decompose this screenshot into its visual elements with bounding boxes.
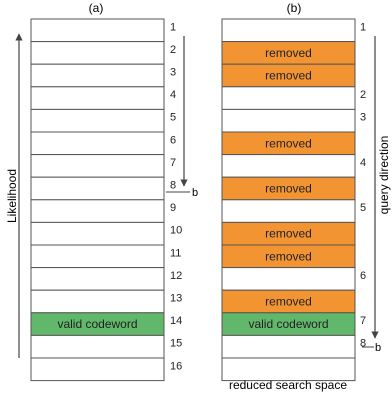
panel-b-row-number-5: 3	[360, 112, 366, 124]
panel-a-row-number-11: 11	[170, 247, 181, 259]
panel-b-row-text-11: removed	[265, 249, 312, 263]
panel-a-b-marker: b	[192, 187, 198, 199]
panel-a-row-8	[30, 176, 165, 201]
panel-a-row-number-4: 4	[170, 89, 176, 101]
panel-b-row-5	[221, 108, 356, 133]
panel-a-row-7	[30, 154, 165, 178]
panel-b-row-number-15: 8	[360, 338, 366, 350]
panel-a-row-11	[30, 244, 165, 269]
panel-a-row-4	[30, 86, 165, 110]
panel-a-row-number-5: 5	[170, 112, 176, 124]
panel-b-row-number-14: 7	[360, 315, 366, 327]
panel-b-row-text-10: removed	[265, 227, 312, 241]
panel-a-row-number-13: 13	[170, 293, 182, 305]
panel-b-row-15	[221, 334, 356, 359]
panel-a-row-3	[30, 63, 165, 88]
panel-b-b-marker: b	[375, 342, 381, 354]
panel-b-row-4	[221, 86, 356, 110]
panel-b-row-number-4: 2	[360, 89, 366, 101]
panel-b-label: (b)	[287, 1, 302, 15]
panel-b-row-number-12: 6	[360, 270, 366, 282]
panel-a-row-number-8: 8	[170, 180, 176, 192]
panel-a-row-13	[30, 289, 165, 314]
panel-a-row-number-15: 15	[170, 338, 182, 350]
reduced-search-space-caption: reduced search space	[229, 378, 347, 392]
panel-b-rows: 1 removed removed 2 3 removed 4 removed 5 removed…	[221, 18, 366, 382]
panel-a-row-number-3: 3	[170, 67, 176, 79]
panel-a-row-15	[30, 334, 165, 359]
panel-b-row-text-3: removed	[265, 69, 312, 83]
panel-b-row-number-1: 1	[360, 21, 366, 33]
panel-a-row-5	[30, 108, 165, 133]
panel-b-row-16	[221, 357, 356, 382]
panel-b-row-1	[221, 18, 356, 43]
panel-a-row-number-1: 1	[170, 21, 176, 33]
panel-a-label: (a)	[89, 1, 104, 15]
panel-b-row-text-14: valid codeword	[248, 317, 328, 331]
panel-a-row-number-2: 2	[170, 44, 176, 56]
panel-a-row-12	[30, 267, 165, 291]
panel-a-row-number-9: 9	[170, 202, 176, 214]
panel-b-row-7	[221, 154, 356, 178]
likelihood-label: Likelihood	[5, 169, 19, 223]
panel-b-row-text-2: removed	[265, 46, 312, 60]
query-direction-label: query direction	[377, 136, 391, 215]
panel-a-row-6	[30, 131, 165, 156]
panel-a-row-number-6: 6	[170, 134, 176, 146]
panel-b-row-number-9: 5	[360, 202, 366, 214]
panel-b-row-12	[221, 267, 356, 291]
panel-b-row-number-7: 4	[360, 157, 366, 169]
panel-a-row-number-16: 16	[170, 360, 182, 372]
panel-a-row-number-10: 10	[170, 225, 182, 237]
panel-a-row-16	[30, 357, 165, 382]
panel-a-row-1	[30, 18, 165, 43]
panel-b-row-text-6: removed	[265, 136, 312, 150]
panel-a-row-text-14: valid codeword	[57, 317, 137, 331]
panel-a-row-9	[30, 199, 165, 223]
panel-a-row-number-7: 7	[170, 157, 176, 169]
panel-b-row-text-13: removed	[265, 295, 312, 309]
panel-a-row-number-14: 14	[170, 315, 182, 327]
panel-b-row-9	[221, 199, 356, 223]
panel-a-row-number-12: 12	[170, 270, 182, 282]
panel-a-row-2	[30, 41, 165, 65]
panel-a-row-10	[30, 221, 165, 246]
panel-b-row-text-8: removed	[265, 182, 312, 196]
